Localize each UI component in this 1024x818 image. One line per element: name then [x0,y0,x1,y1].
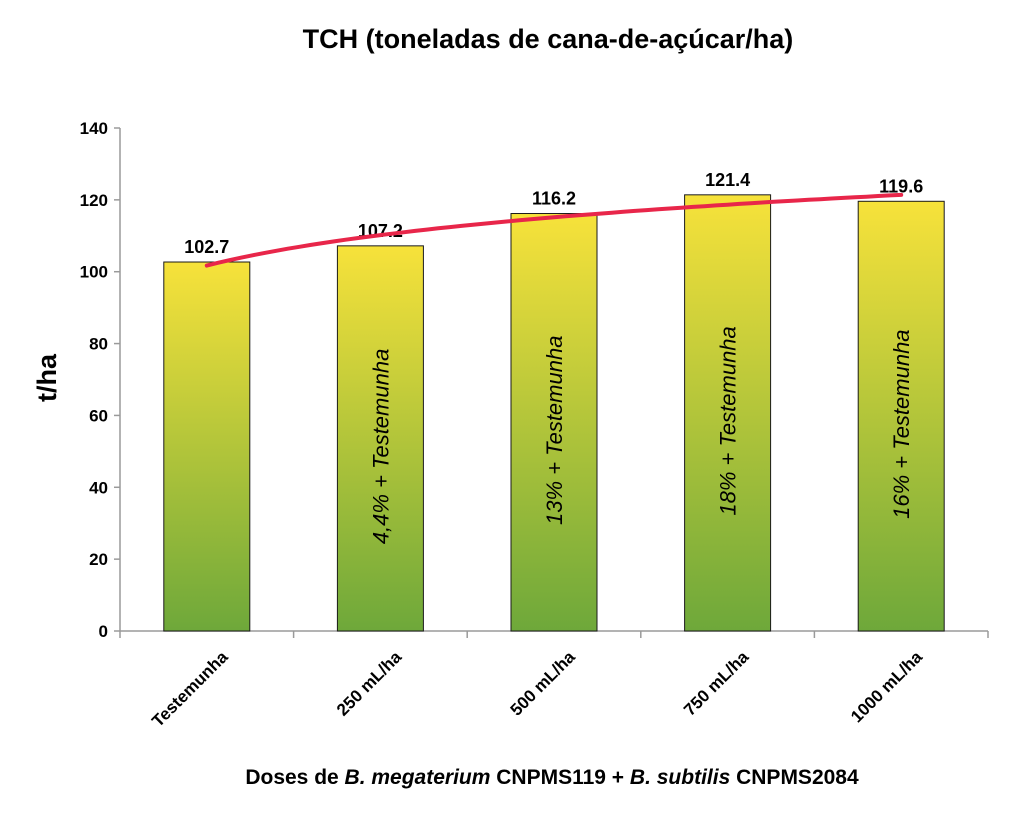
trend-line [204,192,904,268]
bar [163,261,251,632]
y-tick-label: 0 [99,622,108,641]
data-label: 116.2 [532,189,576,209]
bar [336,245,424,632]
x-tick-label: 500 mL/ha [507,647,580,720]
y-tick-label: 120 [80,191,108,210]
bar [857,200,945,632]
y-tick-label: 100 [80,263,108,282]
bar [684,194,772,632]
y-tick-label: 20 [89,550,108,569]
bar-annotation: 18% + Testemunha [716,326,741,515]
data-label: 102.7 [184,237,229,257]
y-tick-label: 60 [89,406,108,425]
y-axis-label: t/ha [32,353,62,402]
x-tick-label: 250 mL/ha [333,647,406,720]
y-tick-label: 40 [89,478,108,497]
data-label: 119.6 [879,176,923,196]
y-tick-label: 80 [89,335,108,354]
y-tick-label: 140 [80,119,108,138]
chart-title: TCH (toneladas de cana-de-açúcar/ha) [303,24,794,54]
x-tick-label: 1000 mL/ha [847,647,926,726]
x-axis-label: Doses de B. megaterium CNPMS119 + B. sub… [245,766,859,789]
bar-annotation: 4,4% + Testemunha [368,349,393,545]
plot-area: 020406080100120140102.7Testemunha107.24,… [80,119,989,731]
x-tick-label: 750 mL/ha [680,647,753,720]
bar-annotation: 13% + Testemunha [542,336,567,525]
x-tick-label: Testemunha [148,647,232,731]
data-label: 121.4 [705,170,750,190]
bar-annotation: 16% + Testemunha [889,329,914,518]
bar [510,213,598,632]
